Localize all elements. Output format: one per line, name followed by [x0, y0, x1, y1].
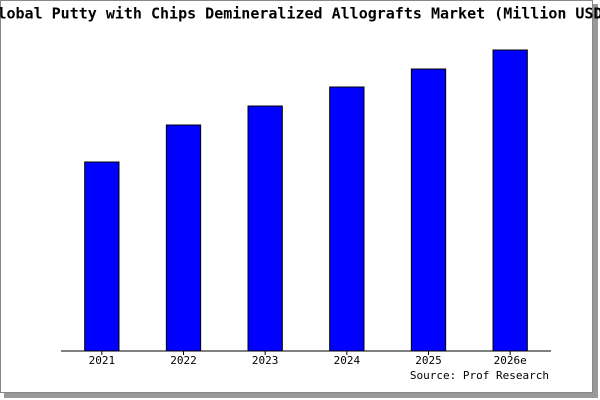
- chart-title: Global Putty with Chips Demineralized Al…: [0, 5, 600, 23]
- bar: [165, 124, 202, 352]
- x-tick-label: 2021: [89, 354, 116, 367]
- x-tick-label: 2022: [170, 354, 197, 367]
- x-tick-label: 2023: [252, 354, 279, 367]
- bar: [247, 105, 283, 352]
- x-tick-label: 2026e: [494, 354, 527, 367]
- bar: [329, 86, 365, 352]
- source-note: Source: Prof Research: [410, 369, 549, 382]
- bar: [492, 49, 528, 352]
- bar: [84, 161, 120, 352]
- x-tick-label: 2024: [334, 354, 361, 367]
- x-tick-label: 2025: [415, 354, 442, 367]
- bar: [410, 68, 447, 352]
